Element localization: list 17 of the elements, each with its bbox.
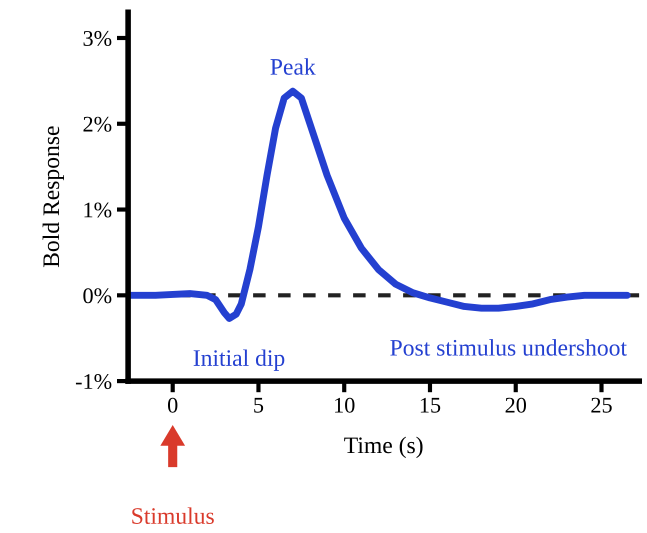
- y-tick-label: 3%: [84, 30, 112, 46]
- y-tick-label: 2%: [83, 116, 112, 132]
- y-axis-title: Bold Response: [42, 126, 64, 268]
- y-tick-label: 1%: [84, 202, 112, 218]
- annotation: Initial dip: [194, 349, 284, 371]
- x-tick-label: 15: [420, 398, 440, 413]
- x-tick-label: 10: [335, 398, 354, 413]
- x-axis-title: Time (s): [344, 436, 423, 458]
- x-tick-label: 20: [506, 398, 526, 413]
- x-tick-label: 5: [254, 398, 264, 413]
- x-tick-label: 25: [591, 398, 612, 413]
- annotation: Post stimulus undershoot: [390, 339, 627, 356]
- text: Stimulus: [132, 507, 214, 524]
- y-tick-label: 0%: [83, 288, 112, 304]
- x-tick-label: 0: [168, 398, 178, 413]
- annotation: Peak: [270, 58, 316, 75]
- y-tick-label: -1%: [76, 374, 112, 390]
